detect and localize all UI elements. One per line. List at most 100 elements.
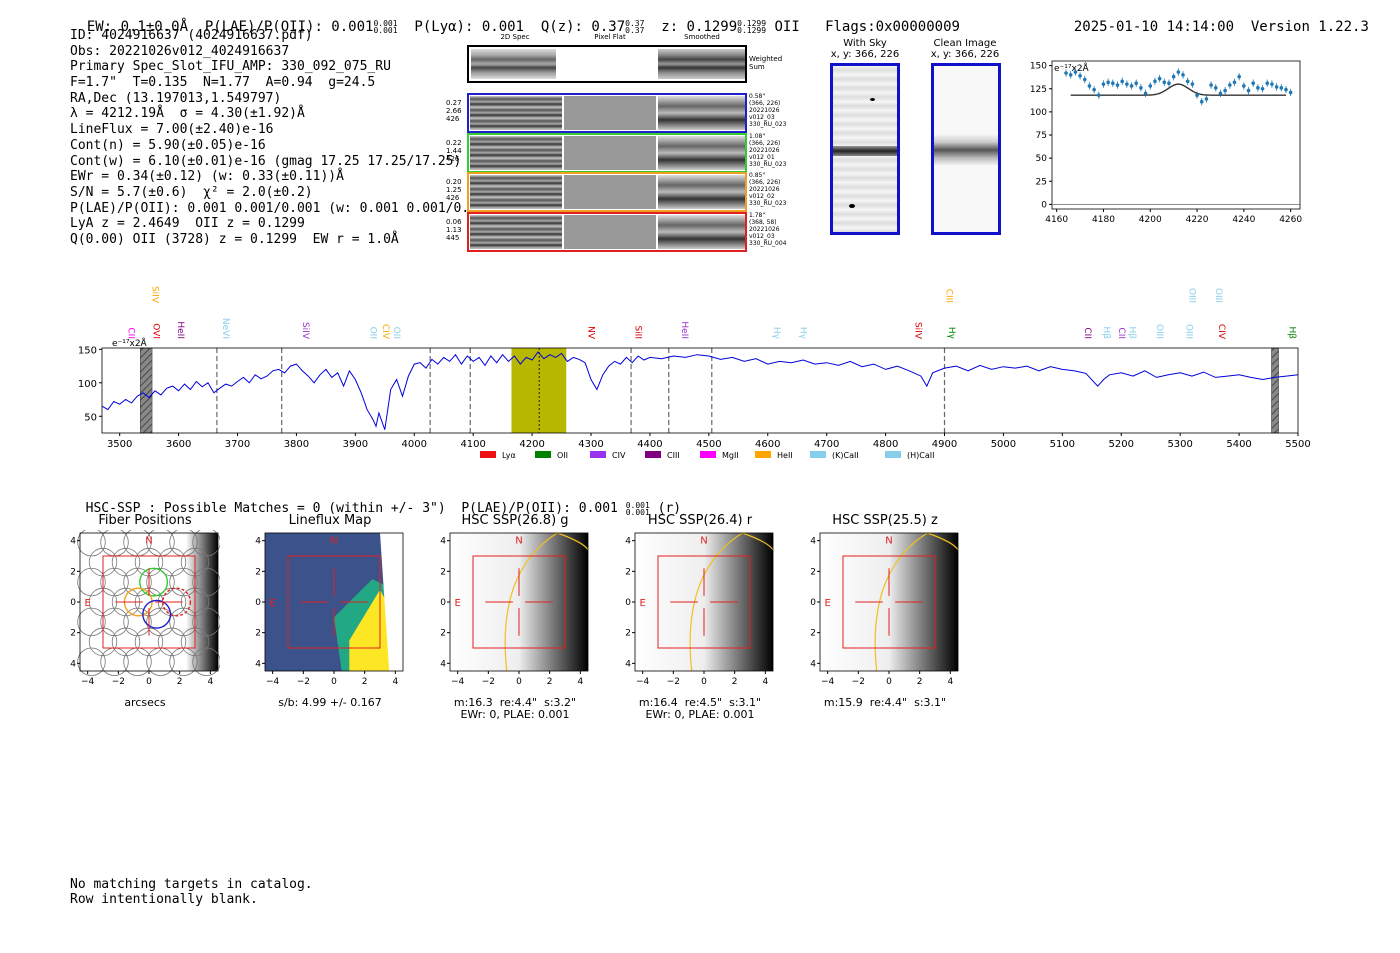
cutout-frame [467, 132, 747, 173]
with-sky-speck [849, 204, 855, 208]
mini-plot-hsc: N E −4 −4 −2 −2 0 0 2 2 4 4 [625, 532, 774, 687]
fit-xtick-label: 4200 [1139, 215, 1162, 225]
mini-ytick-label: 2 [440, 567, 446, 577]
header-bar: EW: 0.1±0.0Å P(LAE)/P(OII): 0.0010.001 0.… [70, 3, 960, 35]
fiber-circle [192, 647, 220, 676]
cutout-panel: 2D Spec Pixel Flat Smoothed Weighted Sum… [440, 33, 800, 258]
aperture-box [102, 555, 196, 649]
info-line: LineFlux = 7.00(±2.40)e-16 [70, 122, 274, 138]
mini-plot-caption: arcsecs [124, 696, 166, 709]
fit-xtick-label: 4260 [1279, 215, 1302, 225]
spec-ytick-label: 50 [84, 412, 97, 423]
mini-ytick-label: 2 [810, 567, 816, 577]
spectral-line-label: Hγ [771, 327, 781, 340]
spectral-line-label: OVI [151, 323, 161, 339]
fit-xtick-label: 4220 [1186, 215, 1209, 225]
mini-ytick-label: −4 [255, 659, 261, 669]
fit-xtick-label: 4180 [1092, 215, 1115, 225]
mini-plot-fiber: N E −4 −4 −2 −2 0 0 2 2 4 4 [70, 530, 220, 687]
cutout-row-stats: 0.06 1.13 445 [446, 217, 462, 242]
legend-swatch [590, 451, 606, 458]
with-sky-image [830, 63, 900, 235]
fit-point [1232, 80, 1237, 85]
fit-point [1270, 82, 1274, 86]
compass-east: E [455, 598, 461, 609]
fit-point [1157, 76, 1162, 81]
spec-axes-frame [101, 347, 1299, 434]
fiber-circle [77, 647, 106, 677]
spec-xtick-label: 4500 [696, 439, 721, 450]
fit-point [1139, 86, 1143, 90]
fit-point [1218, 91, 1223, 96]
fit-xtick-label: 4240 [1232, 215, 1255, 225]
col-title-smoothed: Smoothed [684, 33, 720, 41]
mini-xtick-label: 4 [207, 677, 213, 687]
fit-point [1153, 79, 1157, 84]
fit-xtick-label: 4160 [1045, 215, 1068, 225]
fit-point [1265, 81, 1270, 85]
fit-ytick-label: 75 [1036, 131, 1047, 141]
mini-ytick-label: 4 [255, 537, 261, 547]
mini-plot-lineflux: N E −4 −4 −2 −2 0 0 2 2 4 4 [255, 532, 404, 687]
hsc-sub: 0.001 [625, 507, 650, 517]
plae-value: P(LAE)/P(OII): 0.001 [204, 19, 374, 35]
mini-ytick-label: −4 [810, 659, 816, 669]
legend-label: (K)CaII [832, 451, 859, 460]
mini-xtick-label: −2 [482, 677, 495, 687]
info-line: Cont(w) = 6.10(±0.01)e-16 (gmag 17.25 17… [70, 153, 462, 169]
fiber-circle [77, 567, 106, 597]
with-sky-speck [870, 98, 875, 101]
legend-label: CIII [667, 451, 680, 460]
fit-scale-label: e⁻¹⁷x2Å [1054, 62, 1090, 74]
cutout-pixelflat [564, 96, 656, 130]
fit-point [1087, 84, 1092, 88]
fit-point [1167, 81, 1171, 85]
compass-north: N [145, 536, 152, 547]
fit-point [1101, 82, 1106, 86]
fit-point [1106, 80, 1110, 85]
mini-ytick-label: 0 [810, 598, 816, 608]
cutout-2dspec [470, 96, 562, 130]
fiber-circle [100, 567, 129, 597]
mini-plot-caption: s/b: 4.99 +/- 0.167 [278, 696, 382, 709]
cutout-2dspec [470, 214, 562, 249]
hsc-image [635, 533, 773, 671]
fiber-circle [111, 547, 141, 577]
mini-xtick-label: 0 [146, 677, 152, 687]
line-window-band [511, 348, 567, 433]
mini-xtick-label: 0 [331, 677, 337, 687]
legend-label: OII [557, 451, 568, 460]
spectral-line-label: SiIV [912, 322, 922, 340]
mini-ytick-label: −2 [70, 629, 76, 639]
mini-ytick-label: 0 [255, 598, 261, 608]
fit-point [1246, 88, 1251, 93]
mini-xtick-label: −2 [297, 677, 310, 687]
compass-north: N [330, 536, 337, 547]
z-sub: 0.1299 [737, 26, 767, 35]
spectral-line-label: Hγ [798, 327, 808, 340]
spec-xtick-label: 3800 [284, 439, 309, 450]
spectral-line-label: SiIV [300, 322, 310, 340]
cutout-row: 0.06 1.13 445 1.78" (368, 58) 20221026 v0… [440, 211, 800, 252]
with-sky-title: With Sky x, y: 366, 226 [830, 38, 900, 60]
clean-image-title: Clean Image x, y: 366, 226 [930, 38, 1000, 60]
spec-xtick-label: 4300 [578, 439, 603, 450]
info-line: Cont(n) = 5.90(±0.05)e-16 [70, 137, 266, 153]
compass-north: N [700, 536, 707, 547]
cutout-pixelflat [564, 175, 656, 209]
mini-xtick-label: 2 [732, 677, 738, 687]
mini-xtick-label: 2 [177, 677, 183, 687]
fit-point [1092, 87, 1096, 92]
compass-east: E [640, 598, 646, 609]
fit-point [1288, 90, 1293, 95]
mini-xtick-label: −4 [821, 677, 835, 687]
mini-xtick-label: −4 [451, 677, 465, 687]
hsc-ellipse-arc [742, 532, 774, 551]
clean-band [934, 134, 998, 166]
mini-xtick-label: −4 [636, 677, 650, 687]
spectral-line-label: OII [391, 327, 401, 339]
spec-ytick-label: 150 [78, 345, 97, 356]
fiber-highlight-blue [142, 599, 172, 629]
spec-xtick-label: 5300 [1167, 439, 1192, 450]
spec-xtick-label: 4100 [460, 439, 485, 450]
